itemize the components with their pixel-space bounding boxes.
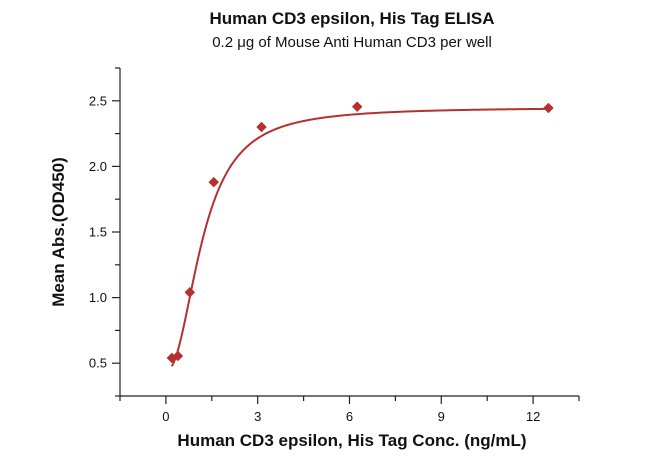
data-point xyxy=(208,176,220,188)
data-point xyxy=(184,286,196,298)
chart-subtitle: 0.2 μg of Mouse Anti Human CD3 per well xyxy=(212,34,492,51)
chart-title: Human CD3 epsilon, His Tag ELISA xyxy=(210,9,495,28)
axes xyxy=(119,68,579,397)
x-tick-label: 6 xyxy=(346,409,353,424)
data-point xyxy=(351,101,363,113)
x-tick-label: 12 xyxy=(526,409,540,424)
ticks xyxy=(112,67,580,404)
data-points xyxy=(166,101,554,364)
y-tick-label: 2.5 xyxy=(89,93,107,108)
data-point xyxy=(256,121,267,133)
fit-curve xyxy=(170,107,549,367)
tick-labels: 0 3 6 9 12 0.5 1.0 1.5 2.0 2.5 xyxy=(89,93,540,424)
y-tick-label: 2.0 xyxy=(89,159,107,174)
y-tick-label: 1.5 xyxy=(89,225,107,240)
data-point xyxy=(543,102,554,114)
x-tick-label: 9 xyxy=(438,409,445,424)
x-tick-label: 3 xyxy=(254,409,261,424)
data-point xyxy=(172,350,184,362)
y-axis-title: Mean Abs.(OD450) xyxy=(49,157,68,307)
x-tick-label: 0 xyxy=(162,409,169,424)
y-tick-label: 1.0 xyxy=(89,290,107,305)
x-axis-title: Human CD3 epsilon, His Tag Conc. (ng/mL) xyxy=(177,431,526,450)
y-tick-label: 0.5 xyxy=(89,356,107,371)
